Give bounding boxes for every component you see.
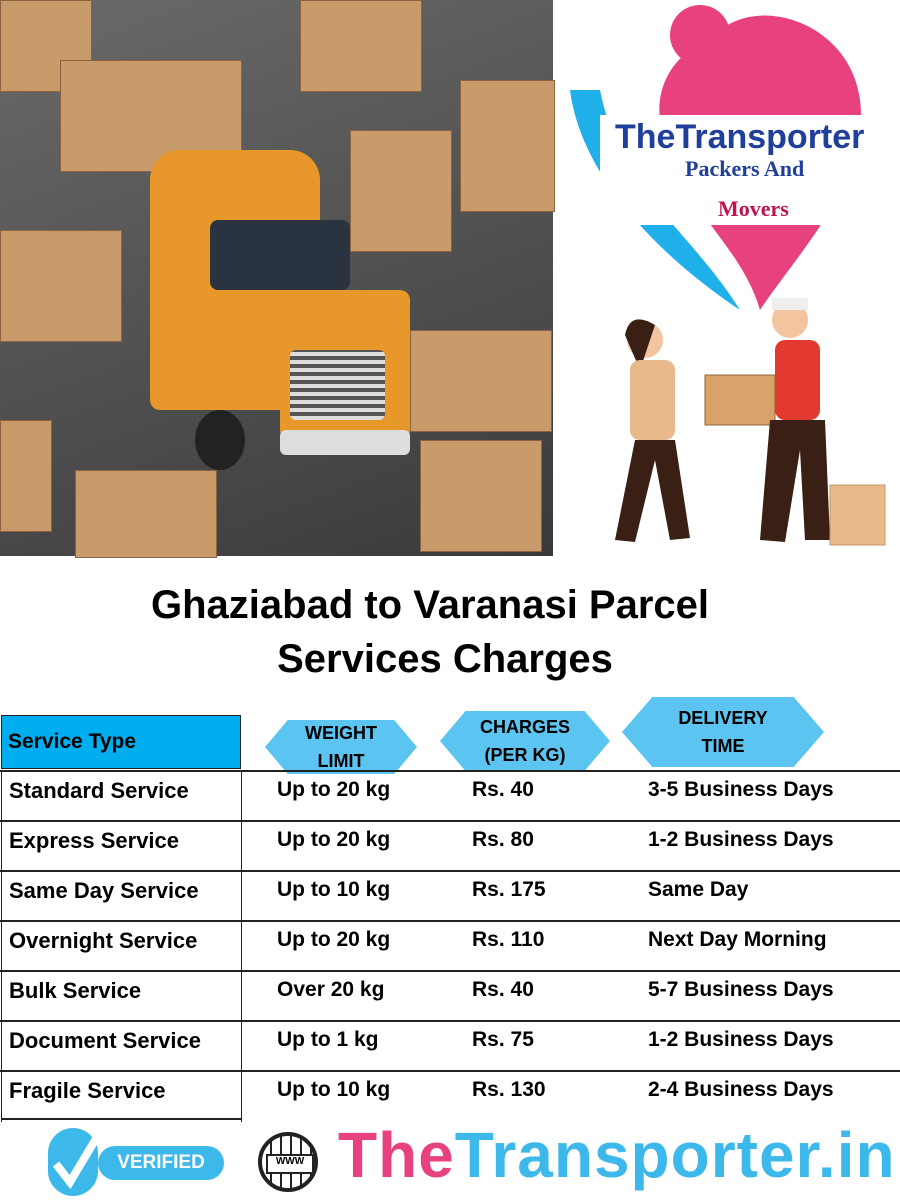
delivery-time-cell: 1-2 Business Days [648, 1028, 834, 1051]
www-label: WWW [266, 1154, 314, 1174]
globe-icon: WWW [258, 1132, 318, 1192]
hero-truck-image [0, 0, 555, 558]
service-type-cell: Standard Service [1, 772, 242, 822]
charges-cell: Rs. 40 [472, 978, 534, 1001]
table-row: Bulk Service Over 20 kg Rs. 40 5-7 Business… [0, 970, 900, 1022]
title-line-1: Ghaziabad to Varanasi Parcel [150, 583, 710, 627]
logo-subtitle: Packers And [685, 156, 805, 181]
service-type-cell: Document Service [1, 1022, 242, 1072]
header-delivery-time: DELIVERY TIME [622, 697, 824, 767]
delivery-time-cell: 3-5 Business Days [648, 778, 834, 801]
truck-illustration [150, 150, 410, 470]
weight-limit-cell: Up to 10 kg [277, 878, 391, 901]
delivery-time-cell: 1-2 Business Days [648, 828, 834, 851]
movers-illustration [590, 290, 890, 570]
table-row: Standard Service Up to 20 kg Rs. 40 3-5 Bus… [0, 770, 900, 822]
header-charges: CHARGES (PER KG) [440, 711, 610, 771]
service-type-cell: Overnight Service [1, 922, 242, 972]
delivery-time-cell: Same Day [648, 878, 749, 901]
title-line-2: Services Charges [277, 637, 613, 681]
weight-limit-cell: Over 20 kg [277, 978, 385, 1001]
weight-limit-cell: Up to 1 kg [277, 1028, 379, 1051]
charges-cell: Rs. 110 [472, 928, 545, 951]
table-row: Express Service Up to 20 kg Rs. 80 1-2 Busi… [0, 820, 900, 872]
brand-logo: TheTransporter Packers And Movers [560, 0, 900, 320]
table-row: Same Day Service Up to 10 kg Rs. 175 Same D… [0, 870, 900, 922]
service-type-cell: Fragile Service [1, 1072, 242, 1122]
charges-cell: Rs. 130 [472, 1078, 546, 1101]
table-row: Document Service Up to 1 kg Rs. 75 1-2 Busi… [0, 1020, 900, 1072]
weight-limit-cell: Up to 10 kg [277, 1078, 391, 1101]
charges-cell: Rs. 175 [472, 878, 546, 901]
weight-limit-cell: Up to 20 kg [277, 828, 391, 851]
logo-subtitle-2: Movers [718, 196, 789, 221]
charges-cell: Rs. 80 [472, 828, 534, 851]
charges-cell: Rs. 40 [472, 778, 534, 801]
website-link[interactable]: TheTransporter.in [338, 1118, 896, 1192]
site-name-blue: Transporter.in [454, 1119, 896, 1191]
delivery-time-cell: 2-4 Business Days [648, 1078, 834, 1101]
service-type-cell: Bulk Service [1, 972, 242, 1022]
table-row: Fragile Service Up to 10 kg Rs. 130 2-4 Bus… [0, 1070, 900, 1122]
service-type-cell: Express Service [1, 822, 242, 872]
weight-limit-cell: Up to 20 kg [277, 928, 391, 951]
header-service-type: Service Type [1, 715, 241, 769]
table-row: Overnight Service Up to 20 kg Rs. 110 Next … [0, 920, 900, 972]
weight-limit-cell: Up to 20 kg [277, 778, 391, 801]
logo-title: TheTransporter [615, 118, 865, 156]
charges-cell: Rs. 75 [472, 1028, 534, 1051]
footer: VERIFIED WWW TheTransporter.in [0, 1118, 900, 1200]
delivery-time-cell: 5-7 Business Days [648, 978, 834, 1001]
site-name-pink: The [338, 1119, 455, 1191]
verified-check-icon [48, 1128, 104, 1196]
verified-badge: VERIFIED [98, 1146, 224, 1180]
header-weight-limit: WEIGHT LIMIT [265, 720, 417, 774]
page-title: Ghaziabad to Varanasi Parcel Services Ch… [0, 578, 860, 686]
service-type-cell: Same Day Service [1, 872, 242, 922]
delivery-time-cell: Next Day Morning [648, 928, 827, 951]
